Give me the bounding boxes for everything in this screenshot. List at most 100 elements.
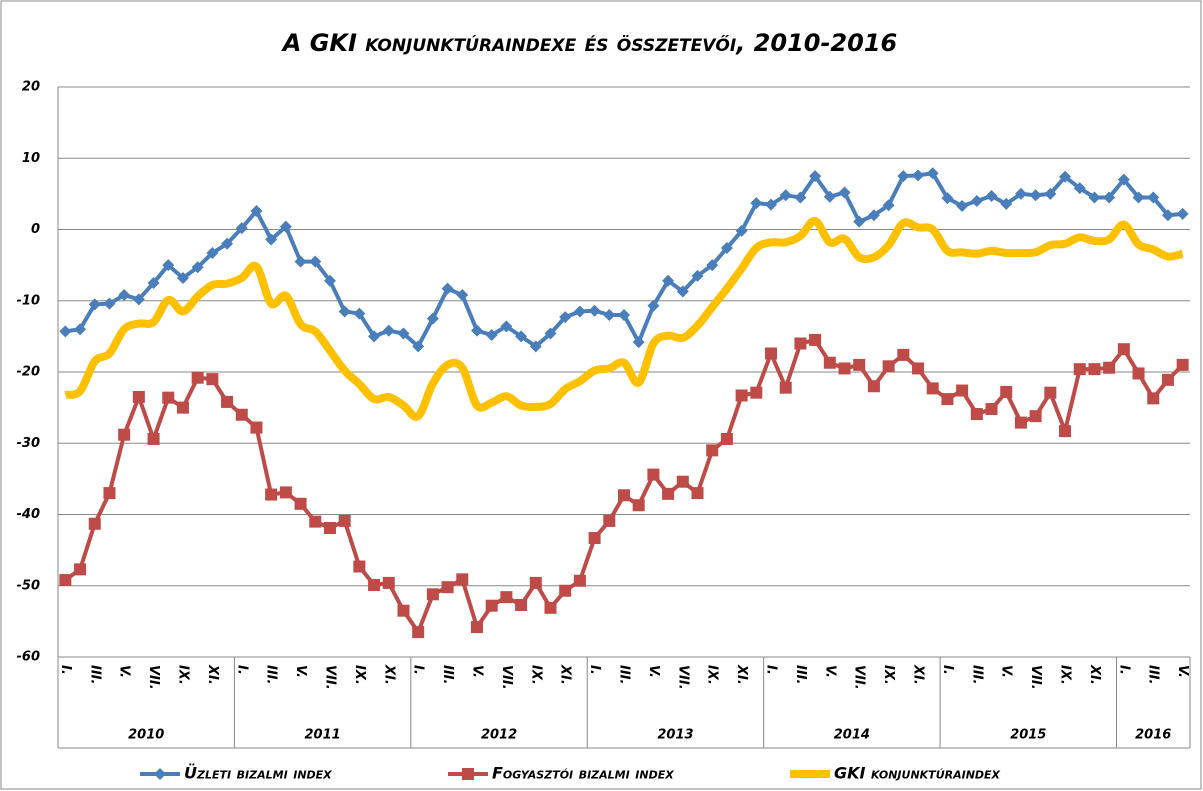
x-tick-label: VII. bbox=[322, 665, 337, 690]
data-point bbox=[279, 486, 292, 499]
data-point bbox=[412, 626, 425, 639]
data-point bbox=[588, 532, 601, 545]
data-point bbox=[456, 573, 469, 586]
data-point bbox=[426, 588, 439, 601]
data-point bbox=[368, 330, 381, 343]
data-point bbox=[647, 468, 660, 481]
data-point bbox=[970, 408, 983, 421]
data-point bbox=[912, 362, 925, 375]
x-tick-label: IX. bbox=[1058, 665, 1073, 685]
data-point bbox=[221, 395, 234, 408]
data-point bbox=[691, 487, 704, 500]
data-point bbox=[706, 259, 719, 272]
data-point bbox=[676, 285, 689, 298]
data-point bbox=[1000, 197, 1013, 210]
data-point bbox=[206, 247, 219, 260]
data-point bbox=[176, 401, 189, 414]
data-point bbox=[118, 289, 131, 302]
data-point bbox=[1103, 361, 1116, 374]
legend-label: Fogyasztói bizalmi index bbox=[492, 764, 674, 783]
data-point bbox=[294, 255, 307, 268]
data-point bbox=[353, 307, 366, 320]
data-point bbox=[1176, 207, 1189, 220]
data-point bbox=[382, 324, 395, 337]
data-point bbox=[720, 432, 733, 445]
legend-label: Üzleti bizalmi index bbox=[184, 764, 332, 783]
data-point bbox=[823, 356, 836, 369]
data-point bbox=[382, 576, 395, 589]
year-label: 2016 bbox=[1135, 728, 1171, 743]
data-point bbox=[103, 487, 116, 500]
data-point bbox=[573, 574, 586, 587]
data-point bbox=[1088, 191, 1101, 204]
data-point bbox=[779, 189, 792, 202]
y-tick-label: -10 bbox=[17, 293, 41, 308]
data-point bbox=[794, 337, 807, 350]
data-point bbox=[132, 390, 145, 403]
data-point bbox=[1073, 363, 1086, 376]
data-point bbox=[1117, 173, 1130, 186]
x-tick-label: V. bbox=[469, 665, 484, 678]
x-tick-label: V. bbox=[999, 665, 1014, 678]
data-point bbox=[676, 475, 689, 488]
data-point bbox=[544, 327, 557, 340]
data-point bbox=[1073, 182, 1086, 195]
data-point bbox=[441, 282, 454, 295]
data-point bbox=[338, 514, 351, 527]
x-tick-label: I. bbox=[1116, 665, 1131, 675]
data-point bbox=[1147, 392, 1160, 405]
data-point bbox=[250, 204, 263, 217]
data-point bbox=[338, 305, 351, 318]
data-point bbox=[441, 581, 454, 594]
data-point bbox=[529, 576, 542, 589]
y-tick-label: -60 bbox=[17, 650, 41, 665]
x-tick-label: XI. bbox=[558, 664, 573, 685]
data-point bbox=[853, 358, 866, 371]
data-point bbox=[515, 330, 528, 343]
data-point bbox=[720, 242, 733, 255]
data-point bbox=[235, 222, 248, 235]
x-tick-label: VII. bbox=[146, 665, 161, 690]
data-point bbox=[1014, 416, 1027, 429]
year-label: 2015 bbox=[1010, 728, 1046, 743]
data-point bbox=[1147, 191, 1160, 204]
data-point bbox=[853, 215, 866, 228]
data-point bbox=[88, 517, 101, 530]
data-point bbox=[456, 289, 469, 302]
data-point bbox=[426, 312, 439, 325]
data-point bbox=[1176, 358, 1189, 371]
data-point bbox=[118, 428, 131, 441]
data-point bbox=[1132, 367, 1145, 380]
x-tick-label: V. bbox=[293, 665, 308, 678]
y-tick-label: -50 bbox=[17, 578, 41, 593]
data-point bbox=[309, 255, 322, 268]
chart-title: A GKI konjunktúraindexe és összetevői, 2… bbox=[281, 29, 897, 57]
x-tick-label: XI. bbox=[205, 664, 220, 685]
data-point bbox=[1014, 187, 1027, 200]
data-point bbox=[882, 360, 895, 373]
data-point bbox=[882, 199, 895, 212]
year-label: 2010 bbox=[128, 728, 164, 743]
data-point bbox=[353, 560, 366, 573]
x-tick-label: IX. bbox=[705, 665, 720, 685]
data-point bbox=[162, 391, 175, 404]
year-label: 2012 bbox=[481, 728, 517, 743]
x-tick-label: I. bbox=[940, 665, 955, 675]
x-tick-label: III. bbox=[87, 665, 102, 684]
data-point bbox=[632, 336, 645, 349]
x-tick-label: V. bbox=[1175, 665, 1190, 678]
data-point bbox=[147, 276, 160, 289]
data-point bbox=[515, 598, 528, 611]
data-point bbox=[618, 309, 630, 321]
data-point bbox=[867, 380, 880, 393]
data-point bbox=[544, 601, 557, 614]
data-point bbox=[265, 488, 278, 501]
x-tick-label: VII. bbox=[852, 665, 867, 690]
data-point bbox=[235, 408, 248, 421]
data-point bbox=[838, 186, 851, 199]
y-tick-label: 0 bbox=[31, 222, 40, 237]
x-tick-label: I. bbox=[764, 665, 779, 675]
data-point bbox=[867, 209, 880, 222]
data-point bbox=[206, 373, 219, 386]
data-point bbox=[735, 389, 748, 402]
